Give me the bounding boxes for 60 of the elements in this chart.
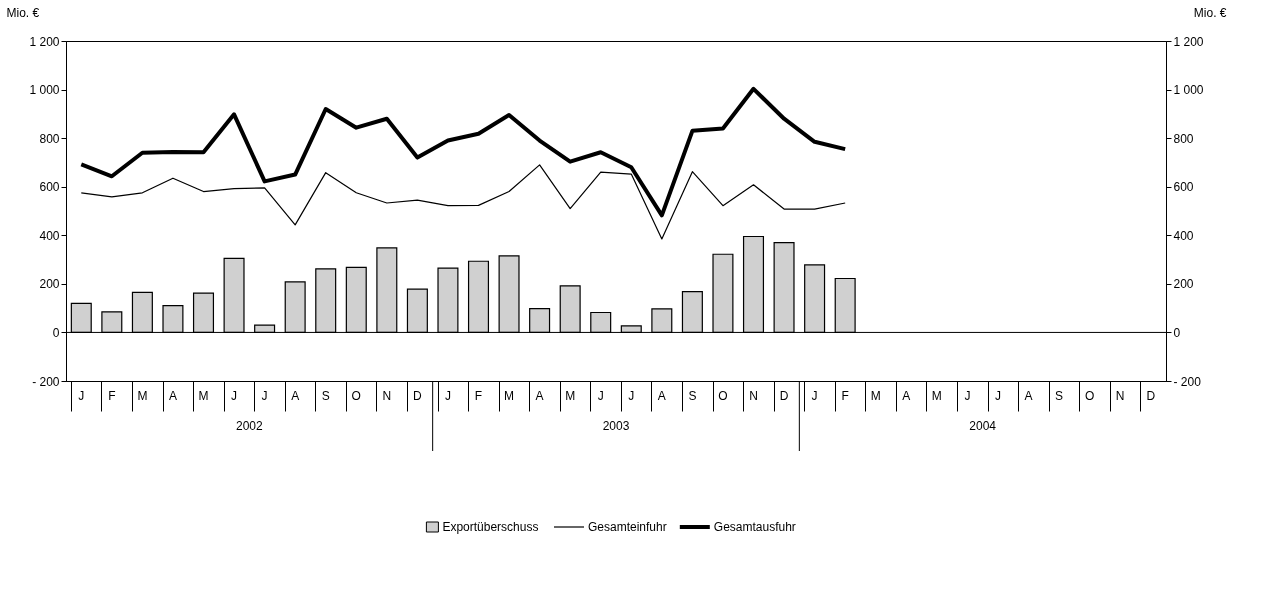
y2-tick-label: - 200 (1173, 374, 1202, 389)
x-tick-label: D (1146, 388, 1156, 403)
x-tick-label: M (137, 388, 148, 403)
y-tick-label: 800 (39, 131, 60, 146)
y-tick-label: 200 (39, 277, 60, 292)
x-tick-label: M (870, 388, 881, 403)
text: 2004 (969, 419, 997, 433)
x-tick-label: M (931, 388, 942, 403)
y-axis-title: Mio. € (6, 5, 40, 20)
x-tick-label: F (108, 388, 116, 403)
x-tick-label: A (168, 388, 177, 403)
x-tick-label: J (628, 388, 635, 403)
y-tick-label: - 200 (32, 374, 60, 389)
x-tick-label: N (382, 388, 392, 403)
y-tick-label: 400 (39, 228, 60, 243)
y2-tick-label: 400 (1173, 228, 1194, 243)
x-tick-label: O (1084, 388, 1095, 403)
y-tick-label: 600 (39, 180, 60, 195)
x-tick-label: M (198, 388, 209, 403)
x-tick-label: J (994, 388, 1001, 403)
x-tick-label: D (413, 388, 423, 403)
x-tick-label: J (444, 388, 451, 403)
x-tick-label: J (964, 388, 971, 403)
x-tick-label: A (902, 388, 911, 403)
x-tick-label: A (291, 388, 300, 403)
x-tick-label: S (688, 388, 697, 403)
x-tick-label: F (474, 388, 483, 403)
x-tick-label: J (231, 388, 238, 403)
x-tick-label: S (321, 388, 330, 403)
y-tick-label: 1 000 (29, 83, 60, 98)
y-tick-label: 0 (52, 325, 60, 340)
y2-tick-label: 1 200 (1173, 34, 1204, 49)
y-tick-label: 1 200 (29, 34, 60, 49)
x-tick-label: J (78, 388, 85, 403)
x-tick-label: J (261, 388, 268, 403)
y2-axis-title: Mio. € (1193, 5, 1227, 20)
x-tick-label: N (749, 388, 758, 403)
x-tick-label: O (351, 388, 361, 403)
x-tick-label: D (779, 388, 789, 403)
legend-label: Exportüberschuss (442, 520, 539, 534)
text: 2003 (602, 419, 630, 433)
x-tick-label: O (718, 388, 728, 403)
y2-tick-label: 800 (1173, 131, 1194, 146)
x-tick-label: F (841, 388, 849, 403)
x-tick-label: A (1024, 388, 1033, 403)
y2-tick-label: 600 (1173, 180, 1194, 195)
legend-label: Gesamteinfuhr (588, 520, 667, 534)
x-tick-label: J (811, 388, 818, 403)
x-tick-label: N (1115, 388, 1125, 403)
x-tick-label: A (535, 388, 544, 403)
x-tick-label: A (657, 388, 666, 403)
y2-tick-label: 1 000 (1173, 83, 1204, 98)
x-tick-label: J (597, 388, 604, 403)
text: 2002 (235, 419, 263, 433)
x-tick-label: M (504, 388, 515, 403)
y2-tick-label: 0 (1173, 325, 1181, 340)
x-tick-label: S (1055, 388, 1064, 403)
legend-label: Gesamtausfuhr (713, 520, 796, 534)
x-tick-label: M (565, 388, 576, 403)
y2-tick-label: 200 (1173, 277, 1194, 292)
